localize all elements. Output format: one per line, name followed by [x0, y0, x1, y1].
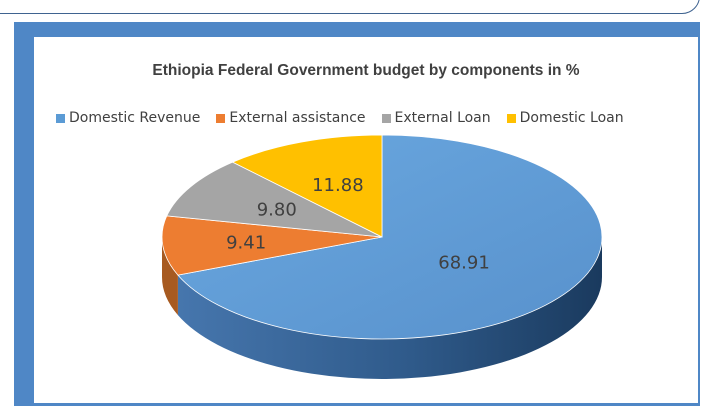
legend-swatch-external-assistance — [216, 113, 226, 123]
chart-area: Ethiopia Federal Government budget by co… — [34, 37, 698, 403]
pie-slice-domestic-loan — [231, 134, 383, 238]
pie-slice-external-assistance — [161, 215, 383, 276]
legend-swatch-domestic-revenue — [56, 113, 65, 123]
chart-title: Ethiopia Federal Government budget by co… — [152, 62, 580, 79]
pie-group: 68.91 9.41 9.80 11.88 — [161, 134, 603, 379]
pie-slice-domestic-revenue — [177, 134, 603, 340]
legend-swatch-domestic-loan — [506, 113, 516, 123]
data-label-external-loan: 9.80 — [257, 199, 297, 220]
chart-frame: Ethiopia Federal Government budget by co… — [14, 22, 700, 406]
legend-item-domestic-loan: Domestic Loan — [506, 110, 624, 126]
top-rounded-box — [0, 0, 700, 14]
legend: Domestic Revenue External assistance Ext… — [56, 110, 624, 126]
legend-swatch-external-loan — [381, 113, 391, 123]
legend-label-external-loan: External Loan — [394, 110, 491, 126]
legend-label-external-assistance: External assistance — [229, 110, 366, 126]
legend-item-external-loan: External Loan — [381, 110, 491, 126]
data-label-domestic-revenue: 68.91 — [438, 253, 490, 274]
pie-chart: 68.91 9.41 9.80 11.88 — [161, 134, 603, 379]
pie-side-domestic-revenue — [177, 237, 603, 379]
legend-label-domestic-revenue: Domestic Revenue — [69, 110, 201, 126]
legend-label-domestic-loan: Domestic Loan — [519, 110, 624, 126]
data-label-domestic-loan: 11.88 — [312, 175, 364, 196]
pie-slice-external-loan — [166, 161, 383, 238]
data-label-external-assistance: 9.41 — [226, 232, 266, 253]
legend-item-external-assistance: External assistance — [216, 110, 366, 126]
legend-item-domestic-revenue: Domestic Revenue — [56, 110, 200, 126]
